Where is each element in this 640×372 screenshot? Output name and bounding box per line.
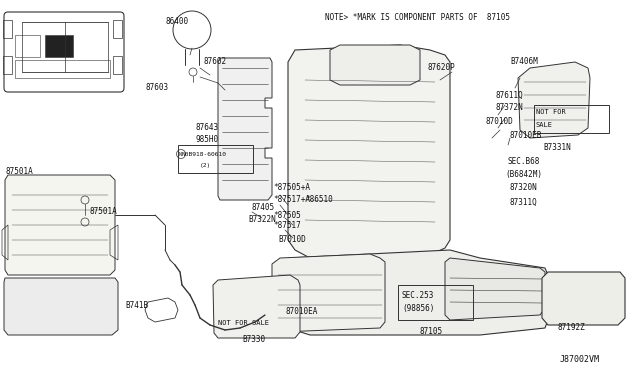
Text: NOTE> *MARK IS COMPONENT PARTS OF  87105: NOTE> *MARK IS COMPONENT PARTS OF 87105 (325, 13, 510, 22)
Text: 87010D: 87010D (486, 118, 514, 126)
Polygon shape (330, 45, 420, 85)
Text: SEC.253: SEC.253 (402, 291, 435, 299)
Bar (15, 60, 110, 78)
Text: 87311Q: 87311Q (510, 198, 538, 206)
Text: B7406M: B7406M (510, 58, 538, 67)
Bar (534, 105, 609, 133)
Text: (B6842M): (B6842M) (505, 170, 542, 179)
Polygon shape (5, 175, 115, 275)
Text: (2): (2) (200, 163, 211, 167)
Text: 87602: 87602 (204, 58, 227, 67)
Bar (398, 285, 473, 320)
Text: SALE: SALE (536, 122, 553, 128)
Polygon shape (218, 58, 272, 200)
Text: 86400: 86400 (165, 17, 188, 26)
Polygon shape (285, 250, 548, 335)
Text: SEC.B68: SEC.B68 (508, 157, 540, 167)
Polygon shape (213, 275, 300, 338)
Bar (113, 20, 122, 38)
Text: NOT FOR SALE: NOT FOR SALE (218, 320, 269, 326)
Text: 87010EB: 87010EB (510, 131, 542, 140)
Text: 87603: 87603 (145, 83, 168, 92)
Text: 87372N: 87372N (495, 103, 523, 112)
Text: 87643: 87643 (195, 124, 218, 132)
Text: 87405: 87405 (252, 203, 275, 212)
Text: B7330: B7330 (242, 336, 265, 344)
Polygon shape (445, 258, 545, 320)
Text: (98856): (98856) (402, 304, 435, 312)
Text: B741B: B741B (125, 301, 148, 310)
Text: 87010EA: 87010EA (286, 308, 318, 317)
Text: *87517: *87517 (273, 221, 301, 231)
Text: 87192Z: 87192Z (557, 324, 585, 333)
Text: 87105: 87105 (420, 327, 443, 337)
Text: N: N (179, 151, 182, 157)
Bar (3, 20, 12, 38)
Text: 87611Q: 87611Q (495, 90, 523, 99)
Text: *87517+A: *87517+A (273, 196, 310, 205)
Polygon shape (288, 45, 450, 258)
Text: *86510: *86510 (305, 196, 333, 205)
Text: 87620P: 87620P (428, 64, 456, 73)
Text: NOT FOR: NOT FOR (536, 109, 566, 115)
Text: 985H0: 985H0 (195, 135, 218, 144)
Polygon shape (542, 272, 625, 325)
Text: 87501A: 87501A (90, 208, 118, 217)
Text: *87505: *87505 (273, 211, 301, 219)
Bar (113, 56, 122, 74)
Text: *87505+A: *87505+A (273, 183, 310, 192)
Text: 87501A: 87501A (5, 167, 33, 176)
Text: B7322N: B7322N (248, 215, 276, 224)
Text: B7010D: B7010D (278, 235, 306, 244)
Bar (3, 56, 12, 74)
Text: B7331N: B7331N (543, 144, 571, 153)
Text: 87320N: 87320N (510, 183, 538, 192)
Text: J87002VM: J87002VM (560, 356, 600, 365)
Bar (15, 35, 40, 57)
Text: N0B918-60610: N0B918-60610 (182, 151, 227, 157)
Polygon shape (518, 62, 590, 138)
Bar (45, 35, 73, 57)
Bar (178, 145, 253, 173)
Polygon shape (4, 278, 118, 335)
Polygon shape (272, 254, 385, 332)
